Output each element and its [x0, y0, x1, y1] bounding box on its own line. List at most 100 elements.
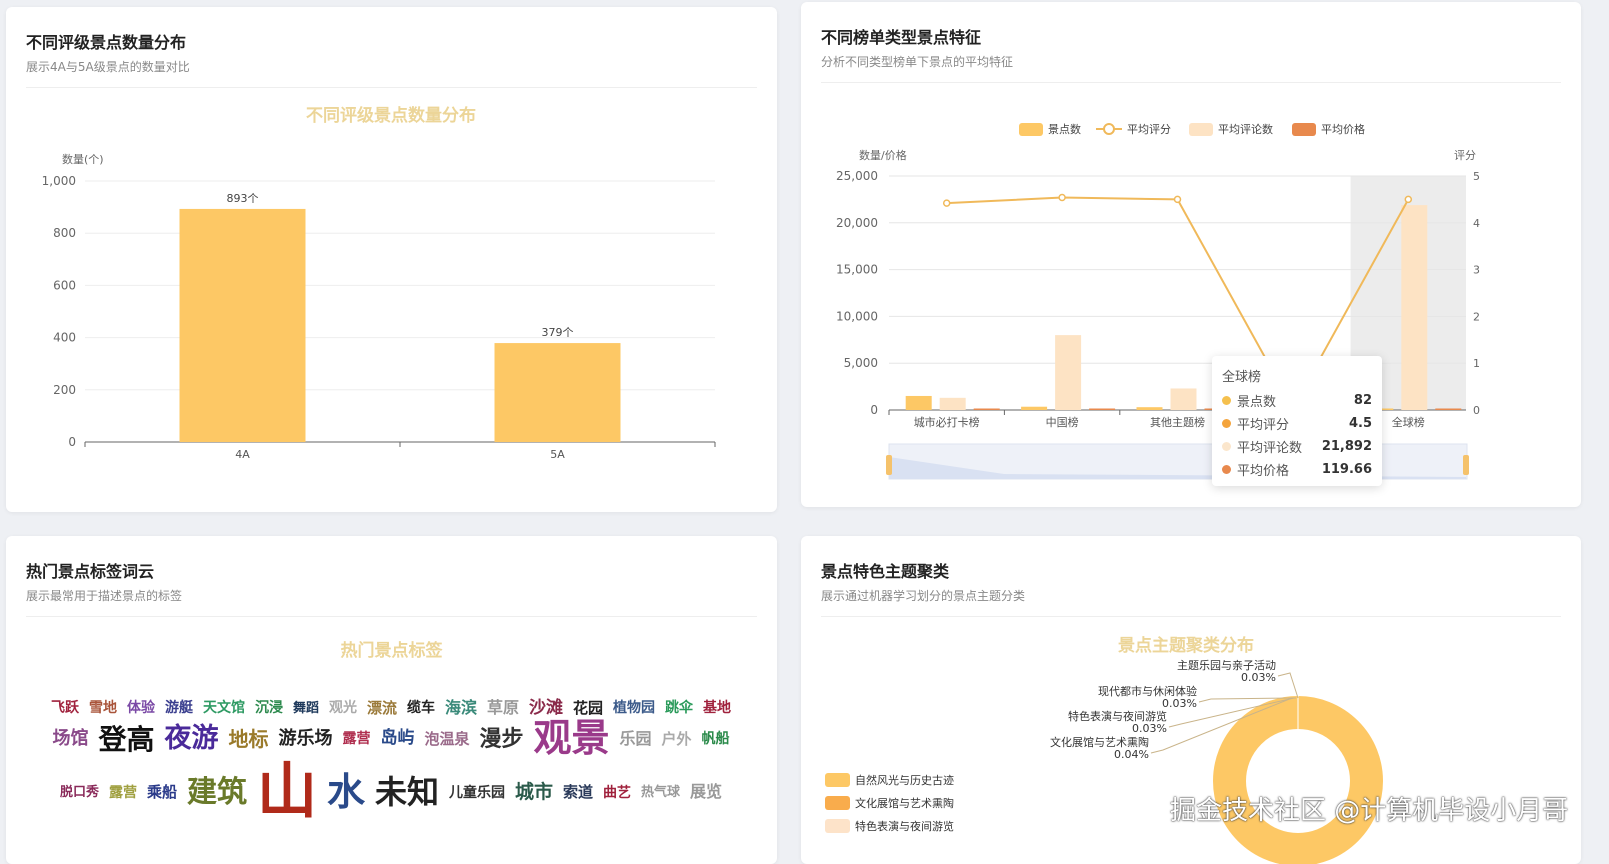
data-label: 379个	[542, 326, 574, 339]
tooltip-value: 119.66	[1321, 462, 1372, 477]
slice-label: 现代都市与休闲体验	[1098, 684, 1197, 698]
word-帆船: 帆船	[701, 731, 730, 748]
legend-label[interactable]: 自然风光与历史古迹	[855, 773, 954, 787]
word-漫步: 漫步	[479, 726, 524, 752]
rating-point	[942, 199, 951, 207]
slice-percent: 0.04%	[1114, 748, 1149, 761]
rating-count-card: 不同评级景点数量分布 展示4A与5A级景点的数量对比 不同评级景点数量分布 数量(…	[6, 7, 777, 512]
word-城市: 城市	[515, 780, 554, 803]
data-label: 893个	[227, 192, 259, 205]
bar-景点数	[1136, 407, 1163, 410]
word-游艇: 游艇	[164, 700, 193, 717]
slice-label: 特色表演与夜间游览	[1068, 709, 1167, 723]
divider	[26, 616, 757, 617]
data-zoom-handle[interactable]	[1463, 455, 1469, 475]
word-游乐场: 游乐场	[278, 727, 333, 749]
tooltip-label: 平均评分	[1237, 418, 1290, 433]
tooltip-value: 21,892	[1321, 439, 1372, 454]
list-type-card: 不同榜单类型景点特征 分析不同类型榜单下景点的平均特征 景点数 平均评分 平均评论数…	[801, 2, 1581, 507]
rating-point	[1058, 193, 1066, 202]
y-right-tick-label: 4	[1473, 217, 1480, 230]
x-tick-label: 中国榜	[1046, 415, 1079, 429]
word-夜游: 夜游	[164, 723, 219, 755]
slice-label: 主题乐园与亲子活动	[1177, 658, 1276, 672]
word-观光: 观光	[328, 700, 357, 717]
word-脱口秀: 脱口秀	[59, 785, 99, 801]
y-right-tick-label: 2	[1473, 310, 1480, 323]
word-露营: 露营	[342, 731, 371, 748]
label-line	[1150, 697, 1293, 754]
word-观景: 观景	[533, 716, 610, 761]
y-left-tick-label: 0	[870, 403, 878, 417]
tooltip-label: 平均价格	[1237, 464, 1290, 479]
watermark: 掘金技术社区 @计算机毕设小月哥	[1170, 796, 1569, 826]
word-飞跃: 飞跃	[50, 700, 79, 717]
word-索道: 索道	[563, 782, 594, 801]
y-right-tick-label: 1	[1473, 357, 1480, 370]
legend-swatch-icon	[825, 773, 850, 787]
tooltip-label: 景点数	[1237, 395, 1277, 410]
series-dot-icon	[1222, 396, 1231, 405]
word-草原: 草原	[487, 698, 520, 718]
y-tick-label: 200	[53, 383, 76, 397]
word-登高: 登高	[98, 722, 155, 756]
series-dot-icon	[1222, 465, 1231, 474]
bar-平均评论数	[1055, 335, 1082, 410]
bar-5A	[494, 343, 621, 442]
label-line	[1168, 697, 1295, 728]
x-tick-label: 4A	[235, 448, 250, 461]
word-天文馆: 天文馆	[202, 700, 245, 717]
chart-title: 不同评级景点数量分布	[306, 105, 476, 126]
word-场馆: 场馆	[52, 727, 89, 749]
legend-swatch-icon	[1292, 123, 1316, 136]
word-沉浸: 沉浸	[254, 700, 283, 717]
theme-donut-chart[interactable]: 景点主题聚类分布主题乐园与亲子活动0.03%现代都市与休闲体验0.03%特色表演…	[801, 536, 1581, 864]
y-axis-right-label: 评分	[1454, 149, 1476, 162]
slice-percent: 0.03%	[1162, 697, 1197, 710]
data-zoom-handle[interactable]	[886, 455, 892, 475]
legend-circle-icon	[1103, 123, 1115, 135]
rating-point	[1173, 195, 1182, 204]
word-露营: 露营	[108, 784, 137, 801]
tooltip-row: 平均评分 4.5	[1222, 412, 1372, 435]
series-dot-icon	[1222, 442, 1231, 451]
word-地标: 地标	[228, 726, 269, 751]
x-tick-label: 全球榜	[1392, 415, 1425, 429]
word-建筑: 建筑	[186, 775, 247, 811]
legend-label[interactable]: 特色表演与夜间游览	[855, 819, 954, 833]
y-right-tick-label: 5	[1473, 170, 1480, 183]
tag-wordcloud-card: 热门景点标签词云 展示最常用于描述景点的标签 热门景点标签 飞跃 雪地 体验 游艇 天文…	[6, 536, 777, 864]
y-tick-label: 600	[53, 278, 76, 292]
card-subtitle: 展示最常用于描述景点的标签	[26, 589, 183, 603]
label-line	[1198, 697, 1297, 703]
legend-label: 平均评论数	[1218, 122, 1273, 136]
word-未知: 未知	[374, 773, 439, 812]
y-tick-label: 1,000	[42, 174, 76, 188]
legend-label[interactable]: 文化展馆与艺术熏陶	[855, 796, 954, 810]
legend-label: 景点数	[1048, 123, 1081, 136]
slice-percent: 0.03%	[1241, 671, 1276, 684]
y-axis-label: 数量(个)	[62, 153, 104, 166]
x-tick-label: 其他主题榜	[1150, 415, 1205, 429]
legend-swatch-icon	[1019, 123, 1043, 136]
y-tick-label: 400	[53, 331, 76, 345]
word-水: 水	[326, 769, 365, 814]
divider	[821, 616, 1561, 617]
tooltip-value: 82	[1353, 393, 1372, 408]
bar-景点数	[1021, 406, 1048, 410]
tooltip-row: 景点数 82	[1222, 389, 1372, 412]
legend-swatch-icon	[825, 796, 850, 810]
bar-平均价格	[973, 408, 1000, 410]
divider	[821, 82, 1561, 83]
chart-title: 景点主题聚类分布	[1118, 635, 1254, 656]
label-line	[1277, 672, 1299, 699]
word-儿童乐园: 儿童乐园	[449, 784, 505, 801]
rating-point	[1404, 195, 1413, 204]
y-tick-label: 0	[68, 435, 76, 449]
x-tick-label: 5A	[550, 448, 565, 461]
x-tick-label: 城市必打卡榜	[914, 415, 980, 429]
bar-4A	[179, 208, 306, 442]
tooltip-title: 全球榜	[1222, 370, 1262, 385]
